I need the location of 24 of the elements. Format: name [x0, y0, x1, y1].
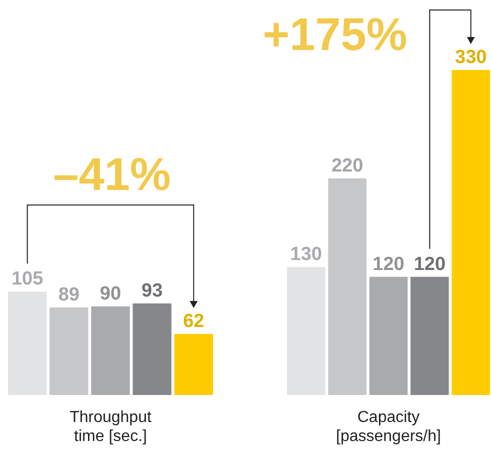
data-label: 105: [11, 268, 44, 290]
bar: [287, 266, 326, 395]
data-label: 62: [183, 310, 204, 332]
data-label: 89: [58, 284, 80, 306]
bar: [369, 276, 408, 395]
data-label: 120: [372, 254, 404, 275]
bar: [174, 334, 213, 395]
bar: [8, 292, 47, 395]
data-label: 130: [290, 244, 322, 265]
bar: [328, 178, 366, 395]
data-label: 93: [142, 280, 163, 302]
bar: [50, 307, 88, 395]
bar: [410, 276, 449, 395]
text: –41%: [53, 148, 171, 200]
data-label: 120: [414, 254, 446, 275]
data-label: 220: [331, 155, 364, 176]
x-axis-title: Throughput time [sec.]: [70, 409, 152, 445]
bar: [452, 70, 490, 395]
bar: [132, 303, 172, 395]
x-axis-title: Capacity [passengers/h]: [336, 409, 441, 445]
bar: [91, 306, 130, 395]
data-label: 90: [100, 283, 122, 304]
text: +175%: [262, 8, 408, 60]
data-label: 330: [455, 47, 487, 68]
